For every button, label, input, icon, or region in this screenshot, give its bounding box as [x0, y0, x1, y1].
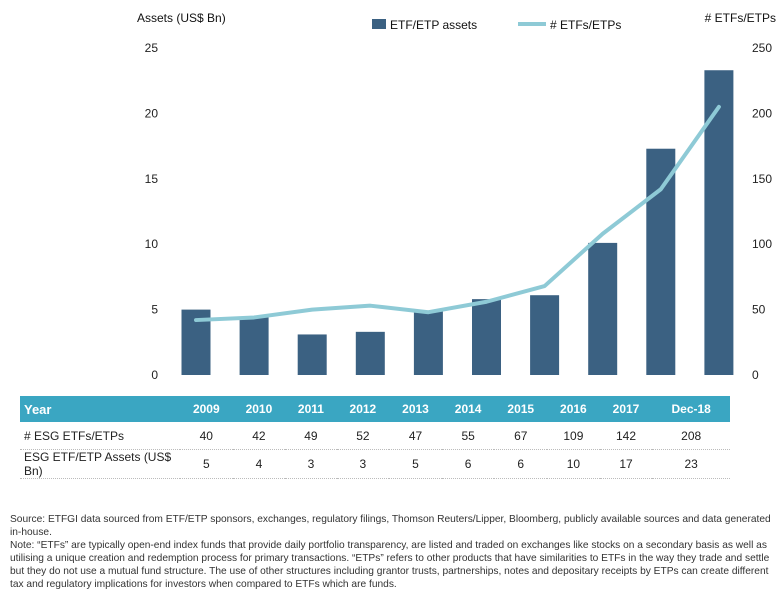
- bar-Dec-18: [704, 70, 734, 376]
- table-header-row: Year 2009 2010 2011 2012 2013 2014 2015 2016 201…: [20, 396, 730, 422]
- table-header-label: Year: [24, 401, 52, 417]
- right-tick-label: 200: [752, 106, 772, 120]
- left-tick-label: 5: [151, 303, 158, 317]
- table-cell: 6: [441, 449, 495, 479]
- right-tick-label: 50: [752, 303, 766, 317]
- legend-line-label: # ETFs/ETPs: [550, 18, 621, 32]
- left-tick-label: 25: [145, 41, 159, 55]
- bar-2017: [646, 148, 676, 375]
- table-cell: 3: [285, 449, 337, 479]
- legend-bar-swatch: [372, 19, 386, 29]
- table-cell: 10: [547, 449, 600, 479]
- right-tick-label: 0: [752, 368, 759, 382]
- left-tick-label: 0: [151, 368, 158, 382]
- left-tick-label: 15: [145, 172, 159, 186]
- table-year-header: 2009: [192, 402, 220, 416]
- table-cell: 109: [547, 422, 600, 450]
- table-row-label: ESG ETF/ETP Assets (US$ Bn): [20, 449, 180, 479]
- bar-2013: [413, 310, 443, 375]
- left-axis-ticks: 0 5 10 15 20 25: [145, 41, 159, 382]
- table-year-header: 2013: [402, 402, 429, 416]
- table-year-header: 2011: [297, 402, 324, 416]
- right-tick-label: 100: [752, 237, 772, 251]
- table-cell: 6: [494, 449, 548, 479]
- table-row: # ESG ETFs/ETPs 40 42 49 52 47 55 67 109 142 208: [20, 422, 730, 450]
- table-cell: 142: [599, 422, 653, 450]
- table-cell: 3: [336, 449, 390, 479]
- legend: ETF/ETP assets # ETFs/ETPs: [372, 18, 621, 32]
- table-cell: 40: [180, 422, 233, 450]
- right-tick-label: 250: [752, 41, 772, 55]
- combo-chart: Assets (US$ Bn) # ETFs/ETPs ETF/ETP asse…: [137, 11, 776, 382]
- bar-series: [181, 70, 734, 376]
- bar-2014: [472, 299, 501, 375]
- bar-2010: [239, 317, 269, 375]
- table-year-header: 2010: [245, 402, 273, 416]
- source-text: Source: ETFGI data sourced from ETF/ETP …: [10, 514, 771, 538]
- table-cell: 4: [232, 449, 286, 479]
- table-cell: 5: [389, 449, 442, 479]
- bar-2016: [588, 242, 618, 375]
- table-year-header: 2015: [507, 402, 535, 416]
- table-cell: 49: [285, 422, 337, 450]
- right-axis-ticks: 0 50 100 150 200 250: [752, 41, 772, 382]
- table-cell: 5: [180, 449, 233, 479]
- bar-2015: [530, 295, 560, 375]
- data-table: Year 2009 2010 2011 2012 2013 2014 2015 2016 201…: [20, 396, 730, 479]
- table-cell: 52: [336, 422, 390, 450]
- bar-2011: [297, 334, 327, 375]
- table-year-header: 2014: [454, 402, 482, 416]
- note-text: Note: “ETFs” are typically open-end inde…: [10, 540, 770, 590]
- table-year-header: Dec-18: [671, 402, 711, 416]
- left-tick-label: 20: [145, 106, 159, 120]
- table-year-header: 2017: [612, 402, 640, 416]
- table-cell: 67: [494, 422, 548, 450]
- right-axis-title: # ETFs/ETPs: [705, 11, 776, 25]
- line-series: [194, 104, 721, 323]
- source-note: Source: ETFGI data sourced from ETF/ETP …: [10, 513, 772, 591]
- table-row: ESG ETF/ETP Assets (US$ Bn) 5 4 3 3 5 6 6 10 17 23: [20, 449, 730, 479]
- bar-2012: [355, 331, 385, 375]
- left-axis-title: Assets (US$ Bn): [137, 11, 226, 25]
- table-cell: 208: [652, 422, 730, 450]
- table-cell: 47: [389, 422, 442, 450]
- table-year-header: 2016: [560, 402, 587, 416]
- table-year-header: 2012: [349, 402, 377, 416]
- table-cell: 42: [232, 422, 286, 450]
- table-row-label: # ESG ETFs/ETPs: [20, 422, 180, 450]
- table-cell: 23: [652, 449, 730, 479]
- table-cell: 17: [599, 449, 653, 479]
- table-cell: 55: [441, 422, 495, 450]
- right-tick-label: 150: [752, 172, 772, 186]
- legend-bar-label: ETF/ETP assets: [390, 18, 477, 32]
- left-tick-label: 10: [145, 237, 159, 251]
